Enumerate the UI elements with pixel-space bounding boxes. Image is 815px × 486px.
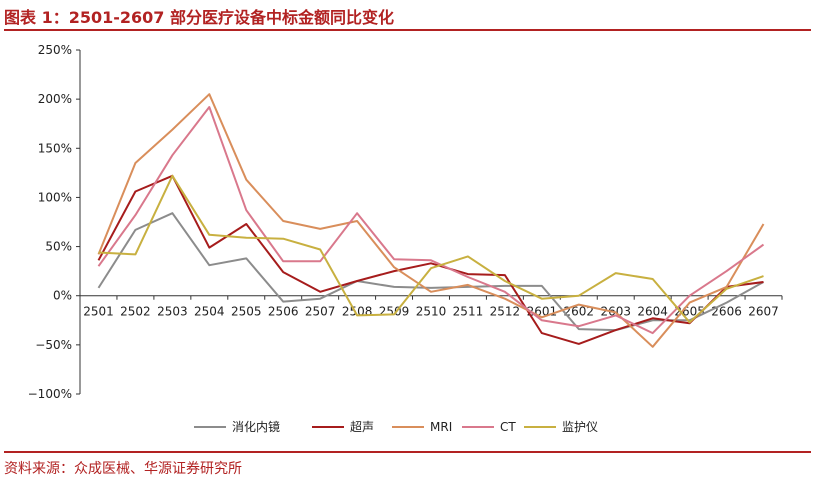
legend-label: 超声 <box>350 419 374 434</box>
legend-item: 监护仪 <box>524 420 598 434</box>
legend-item: 超声 <box>312 419 374 434</box>
line-chart: −100% −50% 0% 50% 100% 150% 200% 250% 2501 2502 2… <box>28 43 783 434</box>
y-tick-label: 50% <box>45 240 72 254</box>
x-tick-label: 2502 <box>120 305 151 319</box>
series-line-MRI <box>97 93 765 348</box>
legend-label: MRI <box>430 420 452 434</box>
x-tick-label: 2507 <box>305 305 336 319</box>
legend-label: 监护仪 <box>562 420 598 434</box>
series-line-CT <box>97 106 765 335</box>
page-title: 图表 1：2501-2607 部分医疗设备中标金额同比变化 <box>4 8 394 27</box>
y-tick-label: 100% <box>38 190 72 204</box>
x-tick-label: 2501 <box>83 305 114 319</box>
x-tick-label: 2606 <box>711 305 742 319</box>
legend-item: CT <box>462 420 516 434</box>
x-tick-label: 2506 <box>268 305 299 319</box>
title-rule <box>4 29 811 31</box>
legend-label: 消化内镜 <box>232 419 280 434</box>
legend-item: MRI <box>392 420 452 434</box>
series-line-超声 <box>97 174 764 345</box>
y-tick-label: 150% <box>38 141 72 155</box>
legend-label: CT <box>500 420 516 434</box>
y-tick-label: 0% <box>53 289 72 303</box>
x-tick-label: 2505 <box>231 305 262 319</box>
legend-item: 消化内镜 <box>194 419 280 434</box>
y-tick-label: 250% <box>38 43 72 57</box>
y-axis: −100% −50% 0% 50% 100% 150% 200% 250% <box>28 43 81 401</box>
x-tick-label: 2607 <box>748 305 779 319</box>
x-tick-label: 2503 <box>157 305 188 319</box>
series-line-监护仪 <box>98 174 764 324</box>
x-tick-label: 2604 <box>637 305 668 319</box>
series-line-消化内镜 <box>97 212 764 332</box>
x-tick-label: 2511 <box>453 305 484 319</box>
y-tick-label: −100% <box>28 387 72 401</box>
x-tick-label: 2510 <box>416 305 447 319</box>
x-tick-label: 2509 <box>379 305 410 319</box>
x-tick-label: 2504 <box>194 305 225 319</box>
series-lines <box>97 93 765 348</box>
source-note: 资料来源：众成医械、华源证券研究所 <box>4 461 242 477</box>
x-tick-label: 2508 <box>342 305 373 319</box>
footer-rule <box>4 451 811 453</box>
y-tick-label: −50% <box>35 338 72 352</box>
legend: 消化内镜 超声 MRI CT 监护仪 <box>194 419 598 434</box>
x-tick-label: 2512 <box>490 305 521 319</box>
y-tick-label: 200% <box>38 92 72 106</box>
